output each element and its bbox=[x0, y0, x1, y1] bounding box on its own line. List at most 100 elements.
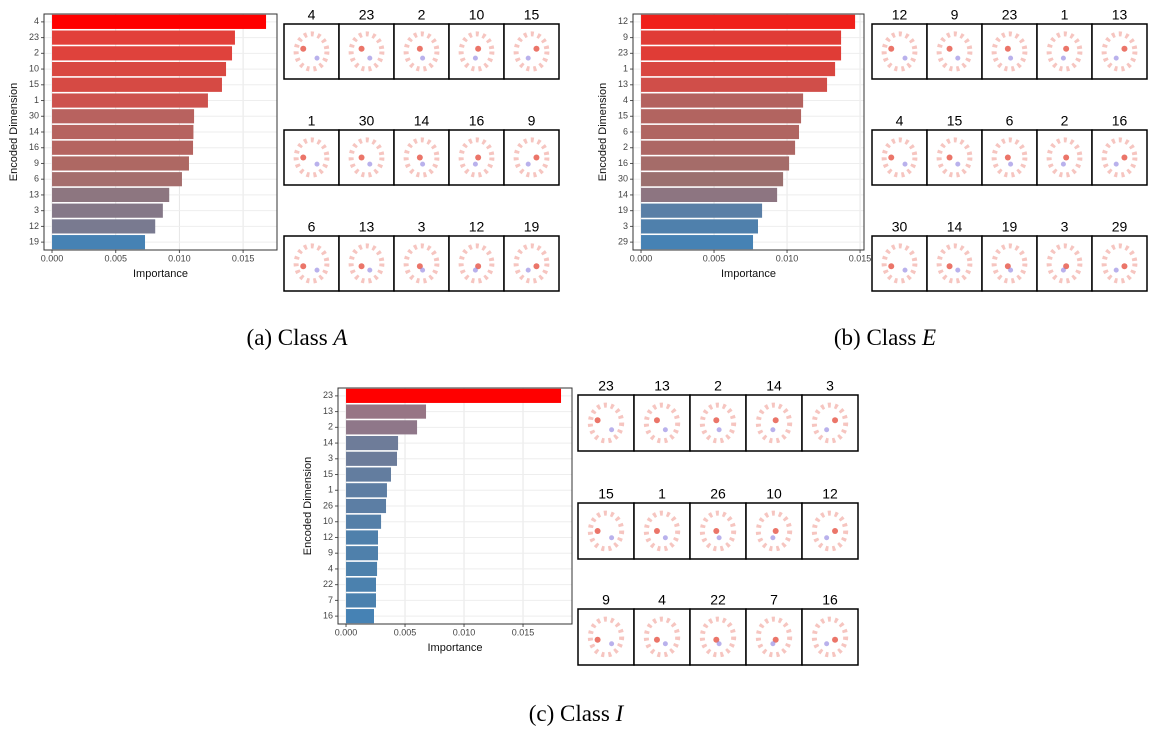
x-tick-label: 0.010 bbox=[168, 253, 191, 263]
bar bbox=[52, 235, 145, 249]
x-axis-label: Importance bbox=[721, 268, 776, 280]
bar bbox=[346, 467, 391, 481]
y-tick-label: 6 bbox=[623, 126, 628, 136]
image-label: 3 bbox=[1061, 219, 1069, 235]
image-label: 16 bbox=[822, 592, 838, 608]
image-pattern bbox=[473, 56, 478, 61]
image-pattern bbox=[1061, 162, 1066, 167]
bar bbox=[641, 172, 783, 186]
image-label: 9 bbox=[951, 7, 959, 23]
image-pattern bbox=[533, 155, 539, 161]
bar bbox=[52, 125, 193, 139]
bar bbox=[346, 530, 378, 544]
image-pattern bbox=[955, 56, 960, 61]
y-tick-label: 7 bbox=[328, 595, 333, 605]
image-label: 2 bbox=[1061, 113, 1069, 129]
image-pattern bbox=[903, 268, 908, 273]
image-pattern bbox=[713, 417, 719, 423]
image-label: 4 bbox=[658, 592, 666, 608]
image-label: 29 bbox=[1112, 219, 1128, 235]
y-tick-label: 29 bbox=[618, 237, 628, 247]
bar bbox=[641, 109, 801, 123]
image-pattern bbox=[367, 268, 372, 273]
y-tick-label: 4 bbox=[623, 95, 628, 105]
y-tick-label: 23 bbox=[29, 32, 39, 42]
image-pattern bbox=[713, 528, 719, 534]
bar bbox=[52, 141, 193, 155]
image-label: 13 bbox=[359, 219, 375, 235]
bar bbox=[52, 15, 266, 29]
x-tick-label: 0.005 bbox=[394, 627, 417, 637]
image-pattern bbox=[1063, 155, 1069, 161]
image-label: 1 bbox=[658, 486, 666, 502]
image-pattern bbox=[367, 56, 372, 61]
caption-class: A bbox=[331, 325, 348, 350]
y-tick-label: 9 bbox=[623, 32, 628, 42]
image-label: 9 bbox=[602, 592, 610, 608]
bar bbox=[641, 78, 827, 92]
bar bbox=[52, 46, 232, 60]
image-label: 23 bbox=[359, 7, 375, 23]
bar bbox=[641, 125, 799, 139]
image-pattern bbox=[717, 641, 722, 646]
image-pattern bbox=[1061, 268, 1066, 273]
image-pattern bbox=[533, 46, 539, 52]
image-label: 7 bbox=[770, 592, 778, 608]
image-pattern bbox=[300, 46, 306, 52]
image-label: 14 bbox=[947, 219, 963, 235]
y-tick-label: 15 bbox=[29, 79, 39, 89]
bar bbox=[641, 156, 789, 170]
y-tick-label: 14 bbox=[29, 126, 39, 136]
y-tick-label: 23 bbox=[323, 390, 333, 400]
image-label: 30 bbox=[892, 219, 908, 235]
image-pattern bbox=[473, 268, 478, 273]
y-tick-label: 12 bbox=[323, 532, 333, 542]
image-pattern bbox=[947, 263, 953, 269]
image-pattern bbox=[773, 417, 779, 423]
bar bbox=[641, 15, 855, 29]
bar bbox=[52, 109, 194, 123]
bar bbox=[346, 593, 376, 607]
bar bbox=[346, 436, 398, 450]
image-pattern bbox=[770, 427, 775, 432]
image-label: 16 bbox=[469, 113, 485, 129]
image-pattern bbox=[903, 162, 908, 167]
image-label: 3 bbox=[418, 219, 426, 235]
image-label: 1 bbox=[308, 113, 316, 129]
x-tick-label: 0.015 bbox=[512, 627, 535, 637]
y-tick-label: 15 bbox=[618, 111, 628, 121]
image-pattern bbox=[1114, 268, 1119, 273]
x-tick-label: 0.015 bbox=[849, 253, 872, 263]
image-pattern bbox=[475, 155, 481, 161]
image-pattern bbox=[955, 268, 960, 273]
y-tick-label: 19 bbox=[618, 205, 628, 215]
image-pattern bbox=[832, 528, 838, 534]
bar bbox=[346, 452, 397, 466]
image-pattern bbox=[420, 268, 425, 273]
y-tick-label: 15 bbox=[323, 469, 333, 479]
image-pattern bbox=[1063, 46, 1069, 52]
y-tick-label: 16 bbox=[618, 158, 628, 168]
caption: (c) Class I bbox=[529, 701, 625, 726]
image-pattern bbox=[1114, 56, 1119, 61]
image-label: 22 bbox=[710, 592, 726, 608]
image-pattern bbox=[955, 162, 960, 167]
image-pattern bbox=[1008, 268, 1013, 273]
bar bbox=[641, 93, 803, 107]
image-pattern bbox=[420, 56, 425, 61]
image-pattern bbox=[888, 263, 894, 269]
y-tick-label: 30 bbox=[29, 111, 39, 121]
x-tick-label: 0.000 bbox=[335, 627, 358, 637]
bar bbox=[346, 562, 377, 576]
image-pattern bbox=[300, 155, 306, 161]
bar bbox=[641, 219, 758, 233]
y-tick-label: 3 bbox=[623, 221, 628, 231]
y-tick-label: 12 bbox=[618, 16, 628, 26]
image-pattern bbox=[609, 535, 614, 540]
image-label: 12 bbox=[822, 486, 838, 502]
image-pattern bbox=[595, 528, 601, 534]
bar bbox=[641, 141, 795, 155]
bar bbox=[641, 31, 841, 45]
y-tick-label: 16 bbox=[323, 611, 333, 621]
image-pattern bbox=[824, 641, 829, 646]
